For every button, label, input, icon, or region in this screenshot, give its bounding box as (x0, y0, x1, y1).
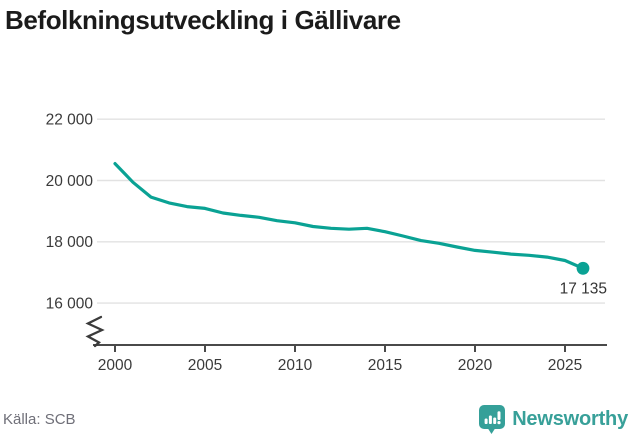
population-line-chart: 22 000 20 000 18 000 16 000 2000 2005 2010 2015… (46, 112, 607, 374)
chart-footer: Källa: SCB Newsworthy (0, 403, 631, 435)
population-line (113, 161, 585, 270)
end-point-label: 17 135 (560, 280, 607, 297)
y-axis-label: 18 000 (46, 234, 94, 251)
x-axis-label: 2010 (278, 357, 313, 374)
x-axis-label: 2020 (458, 357, 493, 374)
x-axis-label: 2025 (548, 357, 582, 374)
brand-name: Newsworthy (512, 407, 628, 430)
y-axis-label: 16 000 (46, 296, 94, 313)
x-axis-label: 2000 (98, 357, 133, 374)
y-axis-label: 20 000 (46, 173, 94, 190)
y-axis-label: 22 000 (46, 112, 94, 129)
newsworthy-logo-icon (479, 404, 506, 434)
newsworthy-brand: Newsworthy (479, 404, 628, 434)
axis-break-icon (85, 315, 105, 348)
source-label: Källa: SCB (3, 410, 76, 428)
x-axis-label: 2015 (368, 357, 402, 374)
chart-title: Befolkningsutveckling i Gällivare (5, 5, 401, 35)
end-point-marker (576, 261, 590, 275)
x-axis-label: 2005 (188, 357, 222, 374)
